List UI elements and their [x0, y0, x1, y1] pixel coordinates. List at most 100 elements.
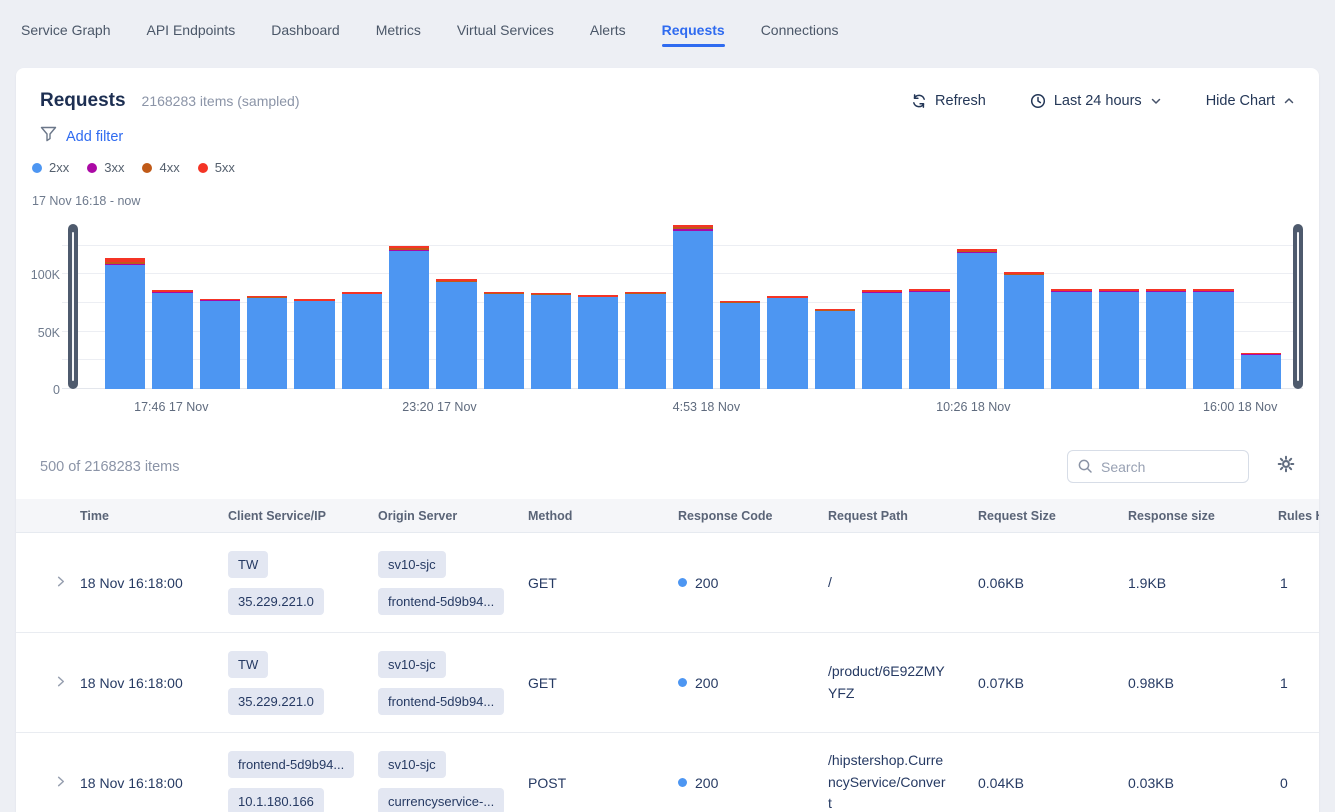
chart-bar — [247, 296, 287, 389]
row-expand-chevron-icon[interactable] — [54, 575, 67, 588]
chart-bar — [1004, 272, 1044, 389]
bar-segment-2xx — [578, 297, 618, 389]
cell-client-service-ip: TW35.229.221.0 — [228, 651, 378, 715]
row-expand-chevron-icon[interactable] — [54, 675, 67, 688]
cell-request-size: 0.07KB — [978, 675, 1128, 691]
legend-label-4xx: 4xx — [159, 160, 179, 175]
hide-chart-toggle[interactable]: Hide Chart — [1206, 93, 1295, 109]
items-shown-label: 500 of 2168283 items — [40, 459, 179, 475]
tab-alerts[interactable]: Alerts — [590, 0, 626, 60]
bar-segment-2xx — [389, 251, 429, 389]
chart-plot — [62, 224, 1303, 389]
tab-requests[interactable]: Requests — [662, 0, 725, 60]
legend-item-4xx[interactable]: 4xx — [142, 160, 179, 175]
cell-rules-hit: 1 — [1278, 675, 1319, 691]
items-summary: 2168283 items (sampled) — [142, 93, 300, 109]
time-range-selector[interactable]: Last 24 hours — [1030, 93, 1162, 109]
bar-segment-2xx — [1241, 355, 1281, 389]
column-header-origin-server: Origin Server — [378, 509, 528, 523]
gear-icon — [1277, 455, 1295, 478]
chart-range-label: 17 Nov 16:18 - now — [32, 194, 1303, 208]
chart-bar — [105, 258, 145, 389]
origin-chip: frontend-5d9b94... — [378, 688, 504, 715]
origin-chip: currencyservice-... — [378, 788, 504, 812]
column-header-client-service-ip: Client Service/IP — [228, 509, 378, 523]
chart-bar — [294, 299, 334, 389]
chart-bar — [578, 295, 618, 389]
chart-bar — [1193, 289, 1233, 389]
chart-bar — [815, 309, 855, 389]
brush-handle-right[interactable] — [1293, 224, 1303, 389]
table-row[interactable]: 18 Nov 16:18:00TW35.229.221.0sv10-sjcfro… — [16, 533, 1319, 633]
add-filter-label: Add filter — [66, 129, 123, 145]
cell-method: POST — [528, 775, 678, 791]
cell-response-size: 0.03KB — [1128, 775, 1278, 791]
search-box — [1067, 450, 1249, 483]
chart-bar — [720, 301, 760, 389]
chart-bar — [436, 279, 476, 389]
table-row[interactable]: 18 Nov 16:18:00TW35.229.221.0sv10-sjcfro… — [16, 633, 1319, 733]
column-header-rules-hit: Rules Hit — [1278, 509, 1319, 523]
table-settings-button[interactable] — [1277, 455, 1295, 478]
legend-dot-5xx — [198, 163, 208, 173]
table-header-row: TimeClient Service/IPOrigin ServerMethod… — [16, 499, 1319, 533]
brush-handle-left[interactable] — [68, 224, 78, 389]
row-expand-chevron-icon[interactable] — [54, 775, 67, 788]
response-code-dot — [678, 578, 687, 587]
refresh-button[interactable]: Refresh — [911, 93, 986, 109]
chart-bar — [1051, 289, 1091, 389]
legend-item-3xx[interactable]: 3xx — [87, 160, 124, 175]
tab-connections[interactable]: Connections — [761, 0, 839, 60]
bar-segment-2xx — [767, 298, 807, 389]
chart-legend: 2xx 3xx 4xx 5xx — [32, 160, 1303, 175]
hide-chart-label: Hide Chart — [1206, 93, 1275, 109]
legend-label-3xx: 3xx — [104, 160, 124, 175]
tab-metrics[interactable]: Metrics — [376, 0, 421, 60]
chart-bar — [389, 246, 429, 389]
y-tick-label: 0 — [53, 383, 60, 397]
tab-virtual-services[interactable]: Virtual Services — [457, 0, 554, 60]
table-row[interactable]: 18 Nov 16:18:00frontend-5d9b94...10.1.18… — [16, 733, 1319, 812]
chart-bar — [1241, 353, 1281, 389]
requests-panel: Requests 2168283 items (sampled) Refresh… — [16, 68, 1319, 812]
search-input[interactable] — [1067, 450, 1249, 483]
chart-bar — [909, 289, 949, 389]
response-code-value: 200 — [695, 575, 718, 591]
response-code-value: 200 — [695, 775, 718, 791]
bar-segment-2xx — [200, 301, 240, 389]
legend-item-2xx[interactable]: 2xx — [32, 160, 69, 175]
chart-bar — [767, 296, 807, 389]
chart-bar — [152, 290, 192, 389]
tab-api-endpoints[interactable]: API Endpoints — [146, 0, 235, 60]
time-range-label: Last 24 hours — [1054, 93, 1142, 109]
chevron-up-icon — [1283, 95, 1295, 107]
cell-origin-server: sv10-sjcfrontend-5d9b94... — [378, 551, 528, 615]
bar-segment-2xx — [152, 293, 192, 389]
bar-segment-2xx — [673, 231, 713, 389]
row-expand-cell — [54, 775, 80, 791]
cell-response-code: 200 — [678, 675, 828, 691]
chart-bar — [957, 249, 997, 389]
cell-response-code: 200 — [678, 775, 828, 791]
client-chip: 35.229.221.0 — [228, 588, 324, 615]
bar-segment-2xx — [1146, 292, 1186, 389]
x-tick-label: 4:53 18 Nov — [673, 400, 740, 414]
cell-client-service-ip: TW 35.229.221.0 — [228, 551, 378, 615]
tab-dashboard[interactable]: Dashboard — [271, 0, 340, 60]
bar-segment-2xx — [1051, 292, 1091, 389]
cell-client-service-ip: frontend-5d9b94...10.1.180.166 — [228, 751, 378, 812]
bar-segment-2xx — [1004, 275, 1044, 389]
table-toolbar: 500 of 2168283 items — [40, 450, 1295, 483]
cell-response-size: 0.98KB — [1128, 675, 1278, 691]
cell-request-size: 0.04KB — [978, 775, 1128, 791]
client-chip: TW — [228, 551, 268, 578]
x-tick-label: 17:46 17 Nov — [134, 400, 208, 414]
legend-item-5xx[interactable]: 5xx — [198, 160, 235, 175]
clock-icon — [1030, 93, 1046, 109]
add-filter-button[interactable]: Add filter — [40, 126, 1295, 147]
cell-response-code: 200 — [678, 575, 828, 591]
refresh-icon — [911, 93, 927, 109]
tab-service-graph[interactable]: Service Graph — [21, 0, 110, 60]
x-tick-label: 10:26 18 Nov — [936, 400, 1010, 414]
bar-segment-2xx — [105, 265, 145, 389]
